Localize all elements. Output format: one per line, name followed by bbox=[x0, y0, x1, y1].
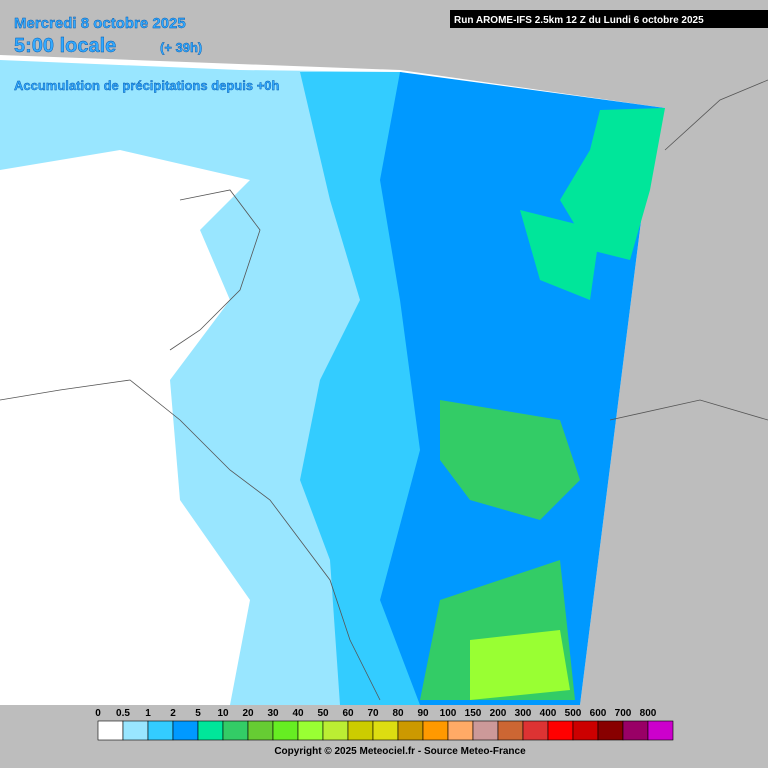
legend-label: 300 bbox=[515, 708, 532, 719]
legend-swatch bbox=[372, 720, 399, 741]
legend-label: 700 bbox=[615, 708, 632, 719]
legend-swatch bbox=[297, 720, 324, 741]
legend-swatch bbox=[497, 720, 524, 741]
legend-label: 0 bbox=[95, 708, 101, 719]
legend-label: 30 bbox=[267, 708, 279, 719]
legend-label: 70 bbox=[367, 708, 379, 719]
legend-swatch bbox=[347, 720, 374, 741]
date: Mercredi 8 octobre 2025 bbox=[14, 15, 186, 32]
legend-swatch bbox=[522, 720, 549, 741]
legend-label: 80 bbox=[392, 708, 404, 719]
offset: (+ 39h) bbox=[160, 40, 202, 55]
legend-swatch bbox=[197, 720, 224, 741]
legend-swatch bbox=[272, 720, 299, 741]
legend-label: 90 bbox=[417, 708, 429, 719]
legend-swatch bbox=[597, 720, 624, 741]
time: 5:00 locale bbox=[14, 35, 116, 57]
legend-swatch bbox=[447, 720, 474, 741]
run-box bbox=[450, 10, 768, 28]
border bbox=[664, 79, 768, 151]
legend-swatch bbox=[647, 720, 674, 741]
legend-label: 2 bbox=[170, 708, 176, 719]
legend-label: 200 bbox=[490, 708, 507, 719]
legend-label: 10 bbox=[217, 708, 229, 719]
legend-label: 40 bbox=[292, 708, 304, 719]
legend-label: 600 bbox=[590, 708, 607, 719]
precip-green bbox=[440, 400, 580, 520]
legend-swatch bbox=[97, 720, 124, 741]
legend-swatch bbox=[147, 720, 174, 741]
copyright: Copyright © 2025 Meteociel.fr - Source M… bbox=[274, 746, 526, 757]
legend-swatch bbox=[472, 720, 499, 741]
legend-swatch bbox=[397, 720, 424, 741]
border bbox=[0, 379, 381, 701]
legend-swatch bbox=[322, 720, 349, 741]
legend-swatch bbox=[122, 720, 149, 741]
run-info: Run AROME-IFS 2.5km 12 Z du Lundi 6 octo… bbox=[454, 15, 704, 26]
legend-label: 800 bbox=[640, 708, 657, 719]
legend-label: 100 bbox=[440, 708, 457, 719]
legend-swatch bbox=[572, 720, 599, 741]
legend-label: 400 bbox=[540, 708, 557, 719]
legend-label: 60 bbox=[342, 708, 354, 719]
precip-yellow bbox=[470, 630, 570, 700]
legend-swatch bbox=[622, 720, 649, 741]
legend-label: 0.5 bbox=[116, 708, 130, 719]
legend-swatch bbox=[422, 720, 449, 741]
legend-swatch bbox=[547, 720, 574, 741]
legend-swatch bbox=[172, 720, 199, 741]
legend-label: 150 bbox=[465, 708, 482, 719]
legend-label: 20 bbox=[242, 708, 254, 719]
legend-label: 1 bbox=[145, 708, 151, 719]
precip-green bbox=[560, 108, 665, 260]
border bbox=[609, 399, 768, 421]
legend-swatch bbox=[222, 720, 249, 741]
legend-label: 50 bbox=[317, 708, 329, 719]
legend-label: 500 bbox=[565, 708, 582, 719]
subtitle: Accumulation de précipitations depuis +0… bbox=[14, 78, 280, 93]
legend-swatch bbox=[247, 720, 274, 741]
precip-green bbox=[520, 210, 600, 300]
border bbox=[169, 189, 261, 351]
legend-label: 5 bbox=[195, 708, 201, 719]
